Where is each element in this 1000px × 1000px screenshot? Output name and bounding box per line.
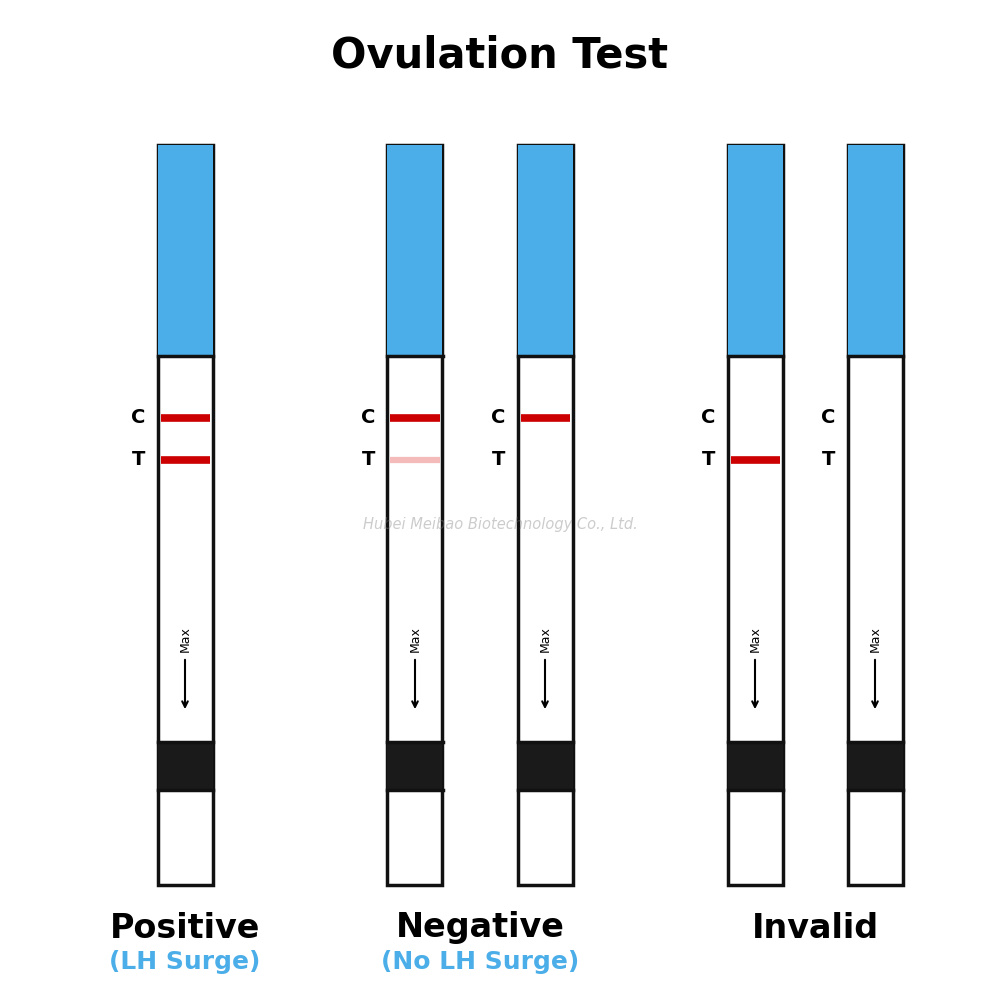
- Text: Max: Max: [178, 626, 192, 652]
- Bar: [518, 145, 573, 885]
- Bar: [387, 145, 442, 885]
- Text: Hubei Meibao Biotechnology Co., Ltd.: Hubei Meibao Biotechnology Co., Ltd.: [363, 518, 637, 532]
- Text: T: T: [702, 450, 716, 469]
- Text: Max: Max: [409, 626, 422, 652]
- Bar: [728, 145, 782, 885]
- Text: C: C: [491, 408, 506, 427]
- Bar: [848, 145, 902, 356]
- Text: T: T: [132, 450, 146, 469]
- Text: T: T: [492, 450, 506, 469]
- Bar: [518, 742, 573, 790]
- Bar: [387, 742, 442, 790]
- Bar: [848, 145, 902, 885]
- Text: Max: Max: [538, 626, 552, 652]
- Bar: [158, 145, 212, 885]
- Text: Negative: Negative: [396, 912, 564, 944]
- Bar: [728, 742, 782, 790]
- Text: Invalid: Invalid: [751, 912, 879, 944]
- Bar: [518, 145, 573, 356]
- Bar: [158, 742, 212, 790]
- Bar: [387, 145, 442, 356]
- Text: T: T: [822, 450, 836, 469]
- Text: Ovulation Test: Ovulation Test: [331, 34, 669, 76]
- Text: C: C: [131, 408, 146, 427]
- Text: T: T: [362, 450, 375, 469]
- Bar: [848, 742, 902, 790]
- Text: Positive: Positive: [110, 912, 260, 944]
- Text: C: C: [361, 408, 375, 427]
- Text: Max: Max: [748, 626, 762, 652]
- Bar: [158, 145, 212, 356]
- Text: (No LH Surge): (No LH Surge): [381, 950, 579, 974]
- Text: (LH Surge): (LH Surge): [109, 950, 261, 974]
- Text: C: C: [821, 408, 836, 427]
- Bar: [728, 145, 782, 356]
- Text: Max: Max: [868, 626, 882, 652]
- Text: C: C: [701, 408, 716, 427]
